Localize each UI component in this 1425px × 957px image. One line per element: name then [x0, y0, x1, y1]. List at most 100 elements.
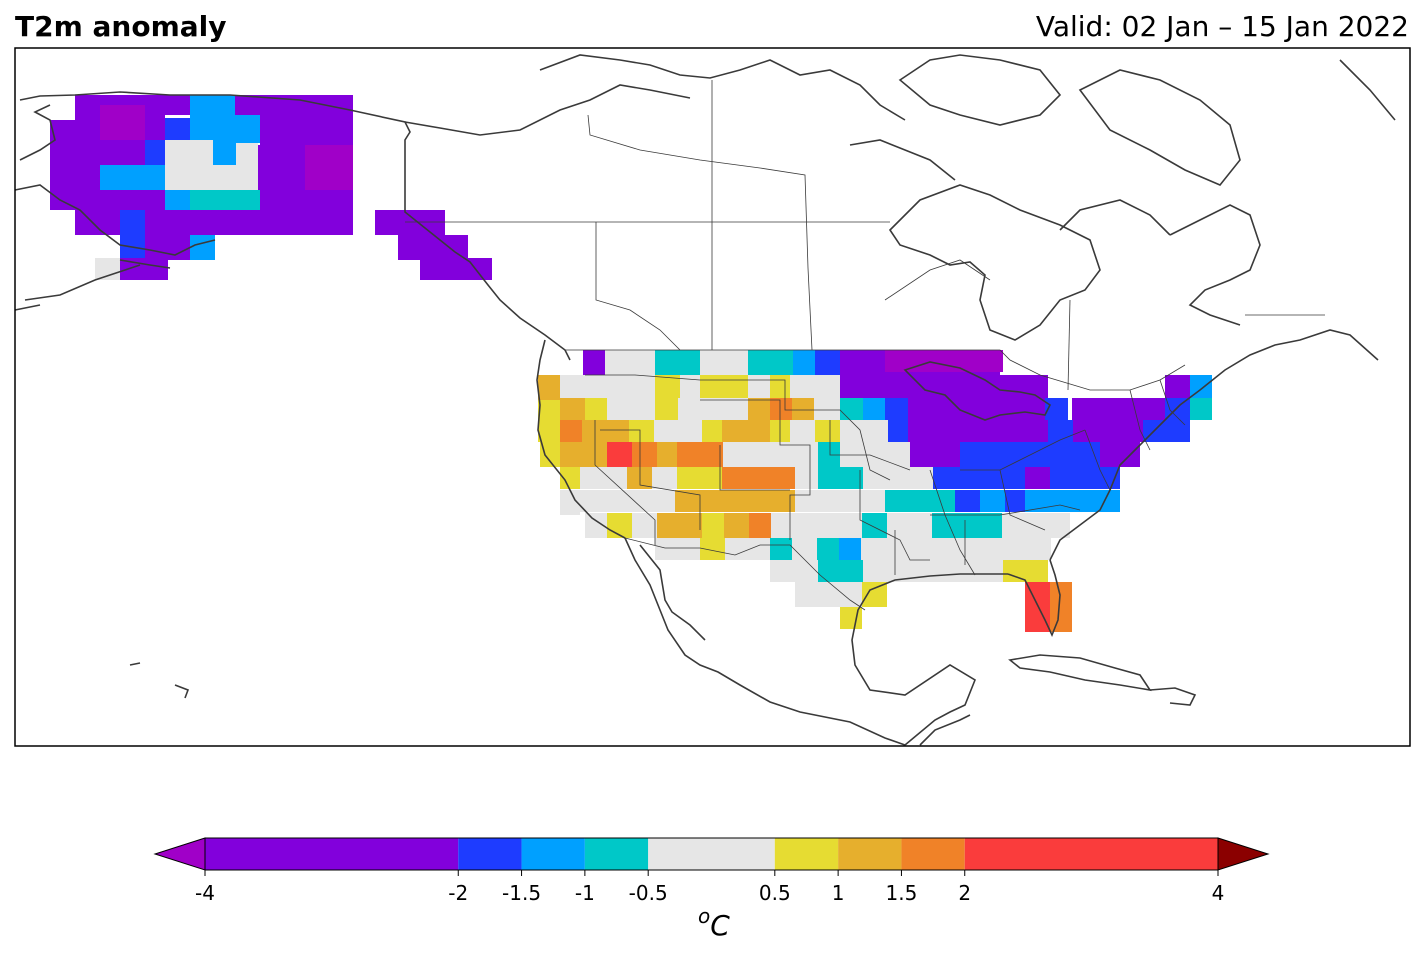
grid-cell-slightly-cool: [840, 398, 863, 420]
grid-cell-cool: [960, 442, 1010, 467]
grid-cell-cold: [50, 120, 75, 165]
grid-cell-neutral: [723, 442, 770, 467]
colorbar-segment: [964, 838, 1218, 870]
grid-cell-cool2: [863, 398, 885, 420]
grid-cell-hot: [1025, 582, 1050, 607]
grid-cell-neutral: [635, 490, 675, 512]
grid-cell-cool: [955, 490, 980, 512]
grid-cell-neutral: [863, 560, 908, 582]
colorbar-over-arrow: [1217, 837, 1270, 871]
grid-cell-neutral: [678, 398, 748, 420]
grid-cell-slightly-warm: [655, 398, 678, 420]
grid-cell-cool: [1005, 490, 1025, 512]
grid-cell-cold: [1100, 442, 1120, 467]
grid-cell-warm: [604, 420, 629, 442]
grid-cell-neutral: [888, 467, 933, 489]
colorbar-segment: [648, 838, 775, 870]
grid-cell-cool: [1048, 420, 1073, 442]
grid-cell-cool2: [793, 350, 815, 375]
grid-cell-neutral: [632, 513, 657, 538]
grid-cell-cold: [50, 190, 165, 210]
colorbar-unit-letter: C: [710, 909, 730, 942]
grid-cell-neutral: [770, 442, 818, 467]
grid-cell-neutral: [795, 513, 817, 538]
grid-cell-cold: [75, 115, 100, 140]
grid-cell-cool2: [190, 235, 215, 260]
grid-cell-cool2: [213, 140, 236, 165]
grid-cell-neutral: [652, 467, 677, 489]
grid-cell-neutral: [885, 442, 910, 467]
grid-cell-neutral: [95, 258, 120, 280]
grid-cell-cold: [145, 210, 260, 235]
grid-cell-slightly-cool: [885, 490, 930, 512]
colorbar-tick-label: -2: [448, 881, 468, 905]
grid-cell-neutral: [165, 165, 188, 190]
grid-cell-cold: [260, 115, 353, 145]
grid-cell-cold: [1072, 398, 1167, 420]
grid-cell-cool: [1045, 398, 1068, 420]
grid-cell-cool2: [190, 115, 260, 143]
grid-cell-cold: [1025, 467, 1050, 489]
grid-cell-cool2: [1098, 490, 1120, 512]
grid-cell-cold: [398, 235, 468, 260]
grid-cell-cold: [235, 95, 353, 115]
grid-cell-slightly-warm: [655, 375, 680, 400]
grid-cell-slightly-cool: [190, 190, 260, 210]
grid-cell-cold: [120, 258, 168, 280]
grid-cell-very-cold: [100, 105, 145, 140]
grid-cell-cool: [120, 210, 145, 235]
grid-cell-cold: [260, 190, 353, 235]
grid-cell-cool2: [1025, 490, 1073, 512]
grid-cell-cold: [840, 375, 885, 400]
colorbar-segment: [205, 838, 459, 870]
grid-cell-cold: [75, 140, 145, 165]
colorbar-frame: [204, 837, 1219, 871]
grid-cell-slightly-warm: [815, 420, 840, 442]
grid-cell-slightly-warm: [840, 607, 862, 629]
colorbar-tick-label: 0.5: [759, 881, 791, 905]
grid-cell-cool: [815, 350, 840, 375]
map-title: T2m anomaly: [15, 10, 227, 43]
grid-cell-neutral: [585, 513, 607, 538]
grid-cell-cold: [420, 258, 492, 280]
grid-cell-warm: [538, 375, 560, 400]
grid-cell-slightly-warm: [540, 442, 560, 467]
grid-cell-slightly-warm: [629, 420, 654, 442]
grid-cell-neutral: [840, 490, 885, 512]
grid-cell-cold: [75, 210, 120, 235]
grid-cell-neutral: [725, 538, 770, 560]
colorbar-ticks: -4 -2 -1.5 -1 -0.5 0.5 1 1.5 2 4: [195, 870, 1224, 905]
grid-cell-neutral: [840, 420, 888, 442]
grid-cell-slightly-warm: [677, 467, 722, 489]
grid-cell-slightly-cool: [862, 513, 887, 538]
colorbar-segment: [838, 838, 902, 870]
grid-cell-warm: [657, 442, 677, 467]
colorbar-swatches: [153, 837, 1270, 871]
colorbar-segment: [521, 838, 585, 870]
grid-cell-slightly-cool: [770, 538, 792, 560]
grid-cell-neutral: [792, 538, 817, 560]
grid-cell-slightly-warm: [560, 467, 580, 489]
colorbar-segment: [774, 838, 839, 870]
grid-cell-cool2: [1073, 490, 1098, 512]
grid-cell-slightly-cool: [930, 490, 955, 512]
grid-cell-neutral: [700, 350, 748, 375]
grid-cell-cool: [933, 467, 955, 489]
grid-cell-neutral: [790, 375, 840, 400]
grid-cell-cool2: [100, 165, 165, 190]
grid-cell-warm: [723, 490, 770, 512]
grid-cell-warmer: [677, 442, 723, 467]
grid-cell-warmer: [770, 398, 792, 420]
colorbar-segment: [458, 838, 522, 870]
grid-cell-warmer: [560, 420, 582, 442]
grid-cell-warmer: [749, 513, 771, 538]
grid-cell-neutral: [654, 420, 702, 442]
grid-cell-cold: [1165, 375, 1190, 400]
grid-cell-neutral: [795, 467, 818, 489]
grid-cell-very-cold: [885, 350, 1003, 372]
grid-cell-neutral: [887, 513, 932, 538]
grid-cell-slightly-cool: [1190, 398, 1212, 420]
grid-cell-neutral: [165, 140, 213, 165]
grid-cell-neutral: [820, 582, 865, 607]
grid-cell-neutral: [605, 467, 627, 489]
